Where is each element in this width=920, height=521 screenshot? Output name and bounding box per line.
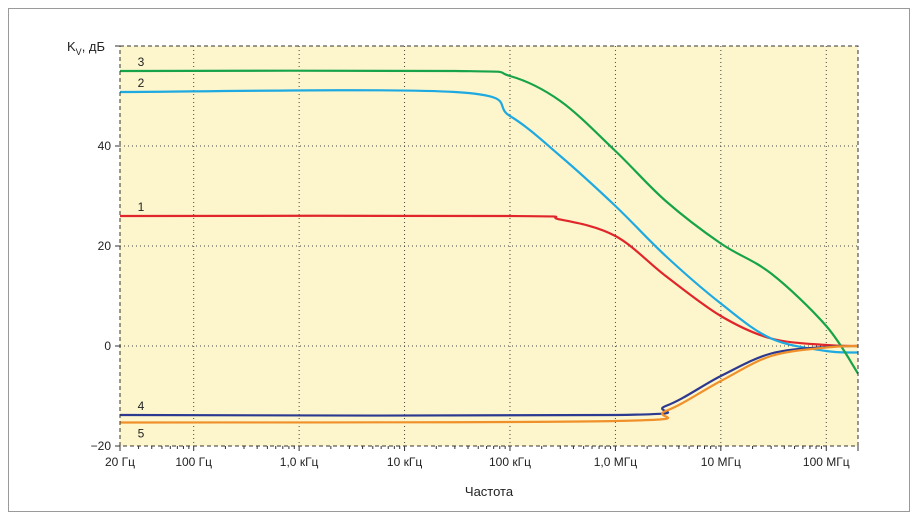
y-tick-label: 0 (104, 339, 111, 353)
series-label-1: 1 (138, 200, 145, 214)
x-tick-label: 1,0 МГц (594, 455, 638, 469)
series-line-2 (119, 89, 859, 354)
x-tick-label: 10 кГц (387, 455, 422, 469)
series-labels: 1 2 3 4 5 (138, 55, 145, 441)
y-tick-label: 40 (98, 139, 112, 153)
x-tick-label: 100 кГц (489, 455, 531, 469)
axis-ticks: 20 Гц 100 Гц 1,0 кГц 10 кГц 100 кГц 1,0 МГц 10… (91, 45, 859, 469)
x-tick-label: 10 МГц (701, 455, 741, 469)
series-label-4: 4 (138, 399, 145, 413)
x-tick-label: 100 Гц (175, 455, 212, 469)
series-label-5: 5 (138, 427, 145, 441)
series-line-1 (119, 214, 859, 348)
x-tick-label: 1,0 кГц (280, 455, 319, 469)
y-tick-label: −20 (91, 439, 112, 453)
series-line-5 (119, 344, 859, 424)
x-tick-label: 20 Гц (105, 455, 135, 469)
x-axis-label: Частота (465, 484, 514, 499)
series-line-3 (119, 69, 859, 375)
grid-lines (120, 46, 858, 446)
y-axis-label: KV, дБ (67, 39, 105, 57)
series-label-2: 2 (138, 76, 145, 90)
x-tick-label: 100 МГц (803, 455, 850, 469)
series-lines (119, 69, 859, 424)
y-tick-label: 20 (98, 239, 112, 253)
series-label-3: 3 (138, 55, 145, 69)
